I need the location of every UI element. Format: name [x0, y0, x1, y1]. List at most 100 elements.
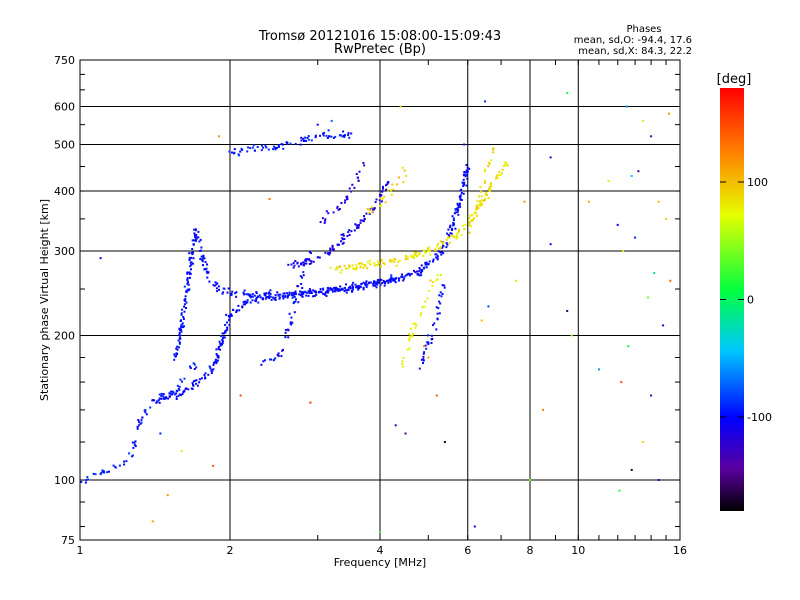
scatter-point-25 — [642, 441, 645, 443]
scatter-point-28 — [618, 489, 621, 492]
trace-point-1 — [424, 261, 427, 264]
trace-point-5 — [380, 194, 383, 197]
trace-point-10 — [429, 279, 432, 282]
trace-point-1 — [218, 340, 221, 343]
trace-point-5 — [382, 187, 384, 190]
trace-point-1 — [219, 344, 222, 347]
trace-point-5 — [357, 224, 360, 226]
trace-point-2 — [331, 290, 334, 293]
trace-point-1 — [270, 298, 273, 301]
trace-point-1 — [286, 292, 289, 295]
trace-point-1 — [409, 274, 412, 277]
trace-point-5 — [385, 188, 388, 191]
trace-point-5 — [374, 201, 377, 204]
scatter-point-32 — [542, 408, 545, 411]
trace-point-8 — [355, 266, 358, 269]
trace-point-2 — [313, 294, 316, 297]
trace-point-2 — [294, 290, 297, 293]
trace-point-6 — [344, 199, 347, 202]
trace-point-2 — [194, 234, 196, 237]
trace-point-7 — [426, 334, 429, 337]
trace-point-8 — [329, 266, 332, 269]
trace-point-1 — [401, 273, 403, 276]
trace-point-4 — [262, 360, 265, 363]
trace-point-5 — [336, 243, 339, 246]
trace-point-2 — [390, 276, 393, 279]
trace-point-1 — [203, 374, 206, 377]
trace-point-1 — [215, 362, 218, 365]
trace-point-3 — [323, 131, 326, 134]
trace-point-4 — [280, 355, 283, 358]
trace-point-9 — [383, 195, 386, 198]
trace-point-1 — [191, 387, 194, 390]
trace-point-8 — [436, 245, 438, 248]
trace-point-8 — [383, 263, 386, 266]
trace-point-1 — [153, 399, 156, 402]
trace-point-2 — [340, 288, 342, 291]
trace-point-2 — [183, 285, 186, 288]
trace-point-8 — [415, 251, 418, 254]
trace-point-6 — [345, 196, 348, 198]
trace-point-2 — [176, 353, 179, 356]
trace-point-8 — [477, 207, 480, 210]
trace-point-10 — [431, 285, 434, 287]
trace-point-1 — [456, 202, 459, 205]
trace-point-10 — [412, 322, 415, 325]
trace-point-1 — [463, 171, 466, 173]
trace-point-1 — [456, 211, 459, 213]
trace-point-8 — [482, 199, 485, 202]
trace-point-0 — [140, 419, 143, 422]
trace-point-1 — [389, 278, 392, 281]
trace-point-1 — [442, 244, 444, 247]
trace-point-8 — [475, 214, 478, 217]
trace-point-1 — [298, 293, 301, 296]
trace-point-1 — [185, 387, 188, 390]
trace-point-2 — [179, 334, 182, 337]
trace-point-2 — [383, 281, 386, 284]
trace-point-3 — [285, 141, 288, 144]
trace-point-9 — [398, 176, 400, 179]
trace-point-3 — [343, 135, 346, 138]
trace-point-2 — [392, 279, 395, 282]
trace-point-2 — [235, 291, 238, 294]
trace-point-8 — [348, 265, 351, 268]
trace-point-2 — [178, 342, 181, 345]
trace-point-2 — [197, 236, 200, 239]
trace-point-2 — [180, 312, 183, 315]
trace-point-7 — [435, 306, 438, 309]
trace-point-8 — [415, 254, 418, 257]
trace-point-5 — [382, 185, 384, 188]
trace-point-3 — [249, 147, 252, 150]
trace-point-5 — [329, 247, 332, 250]
scatter-point-49 — [422, 345, 425, 348]
trace-point-5 — [293, 264, 296, 267]
scatter-point-21 — [627, 345, 630, 348]
trace-point-3 — [334, 135, 337, 138]
trace-point-3 — [246, 150, 249, 153]
trace-point-1 — [329, 287, 332, 290]
trace-point-10 — [411, 335, 414, 338]
trace-point-8 — [488, 187, 491, 190]
trace-point-9 — [403, 169, 406, 172]
trace-point-9 — [381, 197, 384, 200]
scatter-point-38 — [180, 449, 183, 452]
trace-point-2 — [231, 290, 234, 293]
trace-point-6 — [343, 201, 346, 204]
trace-point-1 — [451, 215, 454, 218]
trace-point-9 — [391, 183, 394, 186]
trace-point-2 — [352, 281, 355, 284]
trace-point-2 — [273, 297, 276, 300]
trace-point-1 — [445, 246, 448, 249]
trace-point-1 — [419, 268, 422, 271]
scatter-point-50 — [399, 105, 402, 108]
scatter-point-54 — [316, 123, 319, 126]
trace-point-11 — [473, 217, 476, 220]
trace-point-3 — [233, 152, 235, 155]
trace-point-2 — [222, 287, 225, 290]
trace-point-8 — [456, 234, 459, 237]
trace-point-5 — [302, 261, 304, 264]
trace-point-2 — [191, 248, 194, 250]
trace-point-1 — [310, 292, 313, 294]
scatter-point-37 — [166, 494, 169, 497]
trace-point-1 — [225, 313, 228, 316]
